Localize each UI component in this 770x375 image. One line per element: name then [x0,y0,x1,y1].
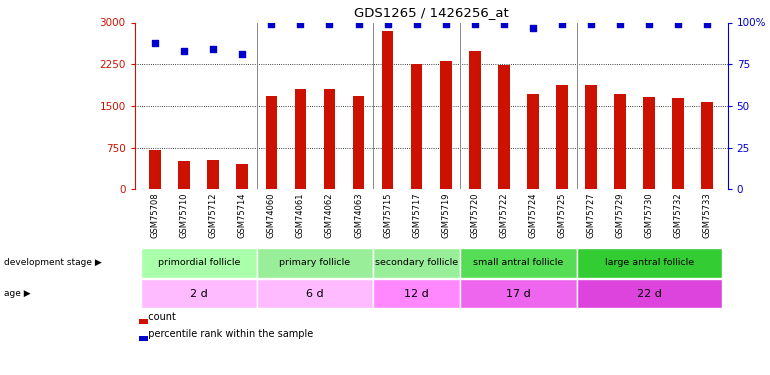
Bar [440,61,451,189]
Text: primordial follicle: primordial follicle [158,258,240,267]
Bar [373,279,460,308]
Point [643,21,655,27]
Point [294,21,306,27]
Point [410,21,423,27]
Text: 17 d: 17 d [506,289,531,298]
Bar [373,248,460,278]
Point [353,21,365,27]
Point [469,21,481,27]
Bar [382,32,393,189]
Text: development stage ▶: development stage ▶ [4,258,102,267]
Text: 12 d: 12 d [404,289,429,298]
Bar [614,94,626,189]
Title: GDS1265 / 1426256_at: GDS1265 / 1426256_at [354,6,508,18]
Point [207,46,219,52]
Text: 6 d: 6 d [306,289,323,298]
Bar [644,97,655,189]
Bar [323,89,335,189]
Bar [469,51,480,189]
Point [381,21,393,27]
Bar [353,96,364,189]
Bar [179,161,190,189]
Bar [236,164,248,189]
Bar [257,279,373,308]
Text: primary follicle: primary follicle [280,258,350,267]
Bar [460,248,577,278]
Text: 22 d: 22 d [637,289,661,298]
Bar [141,248,257,278]
Text: small antral follicle: small antral follicle [474,258,564,267]
Bar [149,150,161,189]
Text: large antral follicle: large antral follicle [604,258,694,267]
Point [672,21,685,27]
Bar [295,89,306,189]
Text: 2 d: 2 d [190,289,208,298]
Point [265,21,277,27]
Point [236,51,249,57]
Text: secondary follicle: secondary follicle [375,258,458,267]
Text: age ▶: age ▶ [4,289,31,298]
Point [701,21,714,27]
Bar [556,86,567,189]
Bar [141,279,257,308]
Bar [207,160,219,189]
Bar [577,279,721,308]
Point [497,21,510,27]
Point [556,21,568,27]
Bar [257,248,373,278]
Bar [266,96,277,189]
Point [614,21,626,27]
Bar [672,98,684,189]
Bar [577,248,721,278]
Point [585,21,598,27]
Bar [411,64,423,189]
Bar [460,279,577,308]
Point [323,21,336,27]
Point [440,21,452,27]
Bar [701,102,713,189]
Text: percentile rank within the sample: percentile rank within the sample [142,329,313,339]
Bar [585,86,597,189]
Point [527,24,539,30]
Point [178,48,190,54]
Text: count: count [142,312,176,322]
Bar [527,94,539,189]
Point [149,39,161,45]
Bar [498,65,510,189]
